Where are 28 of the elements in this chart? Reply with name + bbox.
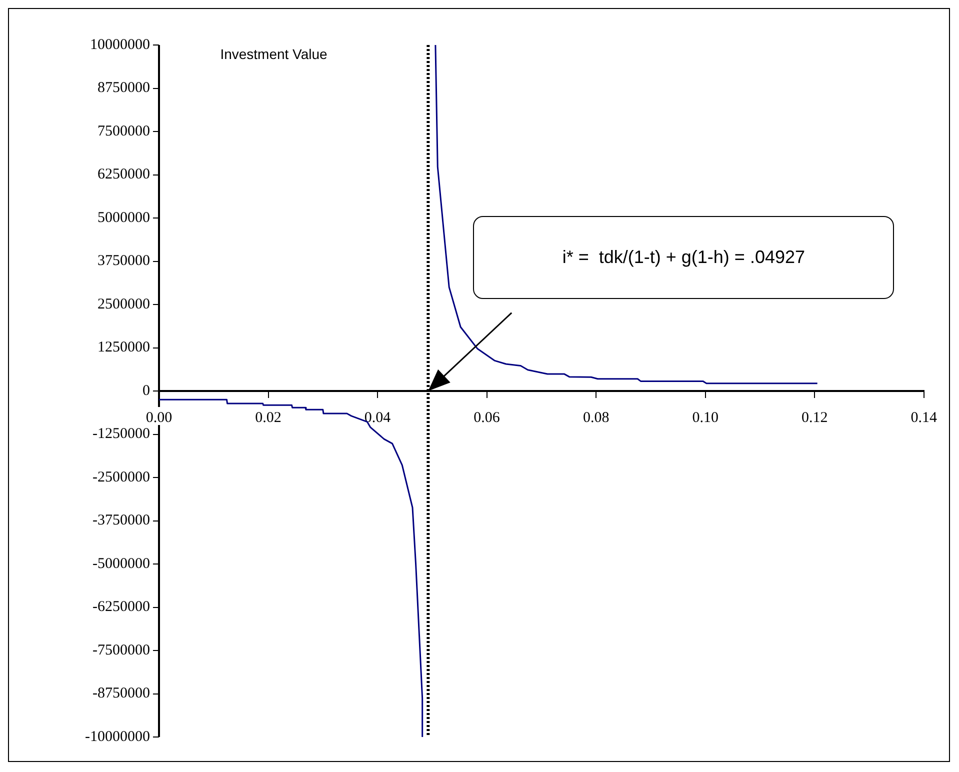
- y-tick-label: -10000000: [85, 728, 150, 745]
- y-tick-label: -1250000: [92, 426, 150, 442]
- y-tick-label: 7500000: [98, 123, 150, 140]
- chart-title: Investment Value: [220, 46, 328, 62]
- x-tick-label: 0.06: [474, 410, 500, 426]
- x-tick-label: 0.14: [910, 410, 938, 426]
- y-tick-label: -2500000: [92, 469, 150, 486]
- y-tick-label: 10000000: [90, 36, 150, 53]
- y-tick-label: -3750000: [92, 512, 150, 529]
- y-tick-label: 3750000: [98, 253, 150, 270]
- y-tick-label: 6250000: [98, 166, 150, 183]
- y-tick-label: -5000000: [92, 556, 150, 572]
- x-tick-label: 0.02: [255, 410, 282, 426]
- annotation: i* = tdk/(1-t) + g(1-h) = .04927: [562, 246, 805, 268]
- callout: i* = tdk/(1-t) + g(1-h) = .04927: [473, 216, 894, 299]
- y-tick-label: 8750000: [98, 80, 150, 96]
- x-tick-label: 0.12: [801, 410, 828, 426]
- x-tick-label: 0.10: [692, 410, 718, 426]
- x-tick-label: 0.08: [582, 410, 610, 426]
- y-tick-label: 1250000: [98, 340, 150, 356]
- y-tick-label: -8750000: [92, 686, 150, 702]
- y-tick-label: 2500000: [98, 296, 150, 312]
- y-tick-label: 5000000: [98, 210, 150, 226]
- x-tick-label: 0.04: [364, 410, 392, 426]
- y-tick-label: 0: [142, 382, 150, 399]
- y-tick-label: -7500000: [92, 642, 150, 658]
- x-tick-label: 0.00: [146, 410, 172, 426]
- y-tick-label: -6250000: [92, 599, 150, 616]
